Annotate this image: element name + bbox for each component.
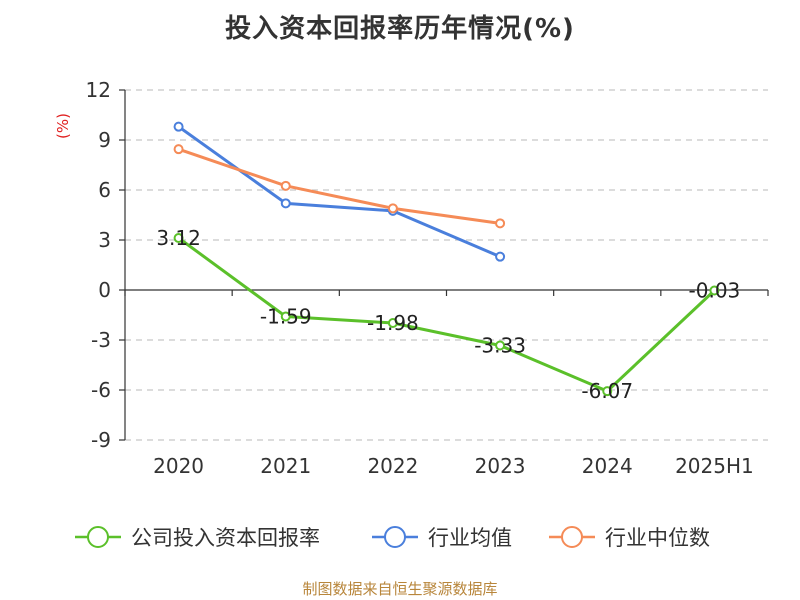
data-label: -3.33	[474, 334, 526, 358]
y-tick-label: 3	[98, 228, 111, 252]
legend-label: 行业中位数	[605, 526, 710, 550]
x-tick-label: 2020	[153, 454, 204, 478]
data-labels: 3.12 -1.59 -1.98 -3.33 -6.07 -0.03	[156, 226, 740, 403]
data-point	[280, 311, 291, 322]
series-line	[177, 236, 716, 393]
data-label: -6.07	[581, 379, 633, 403]
x-tick-labels: 2020 2021 2022 2023 2024 2025H1	[153, 454, 754, 478]
y-tick-label: -9	[91, 428, 111, 452]
data-point	[495, 251, 506, 262]
legend-marker	[87, 526, 109, 548]
y-tick-label: 0	[98, 278, 111, 302]
chart-title: 投入资本回报率历年情况(%)	[225, 14, 575, 44]
data-point	[602, 386, 613, 397]
data-label: -1.59	[260, 305, 312, 329]
legend-marker	[384, 526, 406, 548]
y-tick-label: -6	[91, 378, 111, 402]
y-tick-label: -3	[91, 328, 111, 352]
legend-item: 公司投入资本回报率	[75, 526, 320, 550]
data-point	[495, 340, 506, 351]
x-tick-label: 2021	[260, 454, 311, 478]
data-point	[387, 318, 398, 328]
y-tick-labels: 12 9 6 3 0 -3 -6 -9	[86, 78, 111, 452]
data-label: -0.03	[689, 279, 741, 303]
axes	[119, 89, 769, 441]
data-point	[280, 198, 291, 209]
legend-marker	[561, 526, 583, 548]
x-tick-label: 2024	[582, 454, 633, 478]
data-label: 3.12	[156, 226, 201, 250]
series-line	[177, 125, 501, 259]
legend: 公司投入资本回报率 行业均值 行业中位数	[75, 526, 710, 550]
legend-item: 行业中位数	[549, 526, 710, 550]
data-point	[495, 218, 506, 229]
legend-label: 公司投入资本回报率	[131, 526, 320, 550]
y-tick-label: 9	[98, 128, 111, 152]
data-point	[173, 144, 184, 155]
data-point	[280, 180, 291, 191]
data-point	[387, 203, 398, 214]
series-lines	[173, 121, 720, 397]
x-tick-label: 2025H1	[675, 454, 754, 478]
y-tick-label: 12	[86, 78, 111, 102]
legend-label: 行业均值	[428, 526, 512, 550]
data-point	[709, 285, 720, 296]
x-tick-label: 2022	[367, 454, 418, 478]
y-tick-label: 6	[98, 178, 111, 202]
series-line	[178, 147, 501, 225]
data-point	[173, 121, 184, 132]
data-label: -1.98	[367, 311, 419, 335]
y-axis-label: (%)	[54, 113, 72, 139]
x-tick-label: 2023	[475, 454, 526, 478]
grid-lines	[125, 89, 768, 441]
source-note: 制图数据来自恒生聚源数据库	[302, 580, 498, 598]
data-point	[173, 233, 184, 243]
legend-item: 行业均值	[372, 526, 512, 550]
